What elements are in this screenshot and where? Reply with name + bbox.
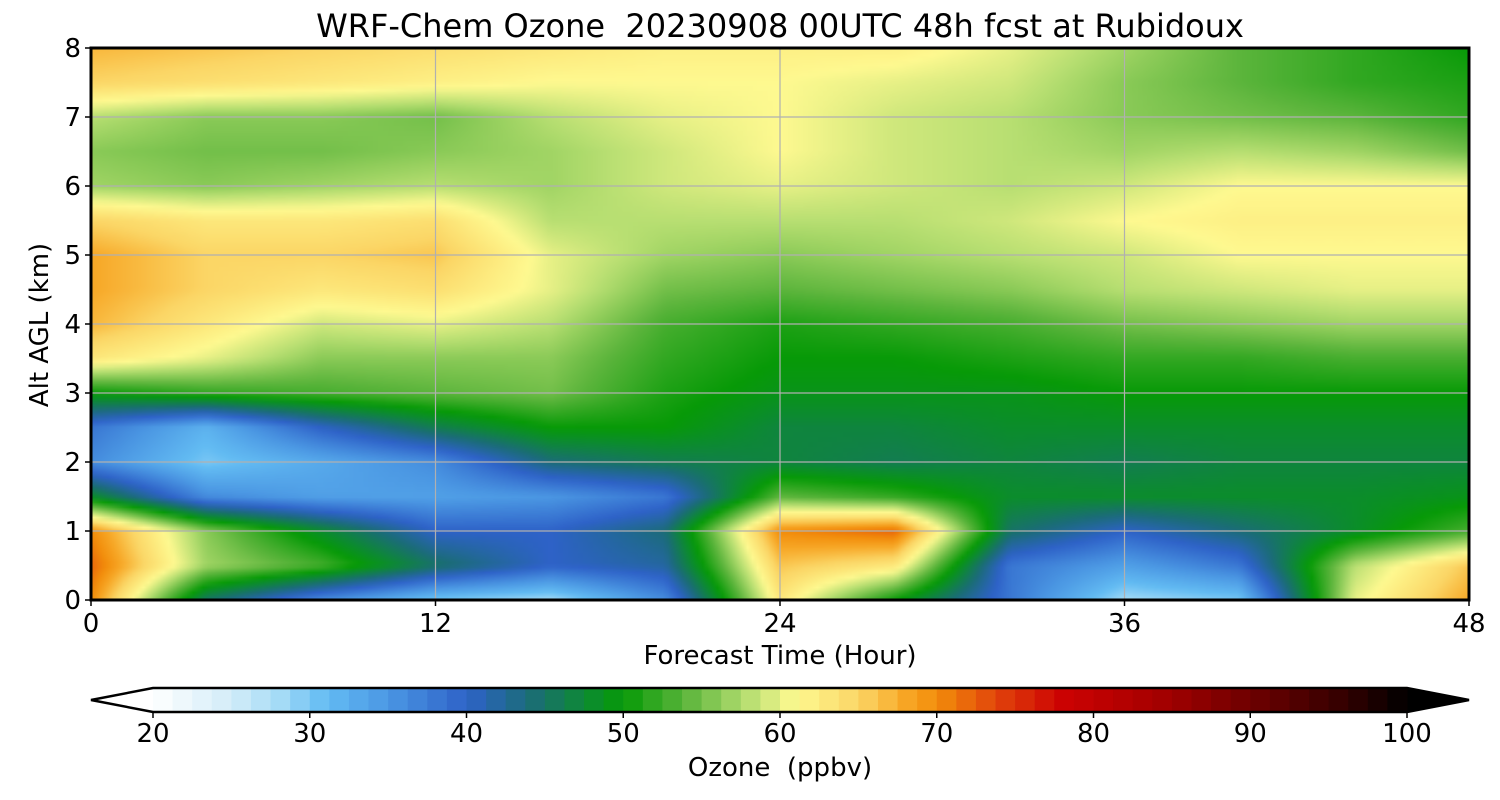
colorbar-segment — [525, 688, 545, 712]
y-tick-label: 4 — [64, 310, 81, 340]
y-tick-label: 8 — [64, 34, 81, 64]
colorbar-segment — [192, 688, 212, 712]
colorbar-segment — [427, 688, 447, 712]
chart-svg: 0 12 24 36 48 012345678 20 30 40 50 60 70 80 90 100 — [0, 0, 1500, 800]
colorbar-segment — [898, 688, 918, 712]
colorbar-segment — [1054, 688, 1074, 712]
colorbar-segment — [996, 688, 1016, 712]
x-tick-label: 12 — [419, 609, 452, 639]
colorbar-tick-label: 40 — [450, 719, 483, 749]
colorbar-segment — [1387, 688, 1407, 712]
y-tick-label: 3 — [64, 379, 81, 409]
x-tick-label: 48 — [1452, 609, 1485, 639]
colorbar-segment — [937, 688, 957, 712]
colorbar-segment — [1191, 688, 1211, 712]
colorbar-tick-label: 60 — [763, 719, 796, 749]
colorbar-segment — [1035, 688, 1055, 712]
colorbar-segment — [290, 688, 310, 712]
colorbar-segment — [662, 688, 682, 712]
colorbar-segment — [956, 688, 976, 712]
y-tick-label: 1 — [64, 517, 81, 547]
colorbar-tick-label: 50 — [607, 719, 640, 749]
colorbar-segment — [741, 688, 761, 712]
colorbar-segment — [780, 688, 800, 712]
y-tick-label: 6 — [64, 172, 81, 202]
colorbar-segment — [329, 688, 349, 712]
colorbar-segment — [271, 688, 291, 712]
x-axis: 0 12 24 36 48 — [83, 600, 1486, 639]
colorbar-segment — [564, 688, 584, 712]
colorbar-segment — [623, 688, 643, 712]
colorbar-segment — [408, 688, 428, 712]
y-axis: 0 1 2 3 4 5 6 7 8 — [64, 34, 91, 616]
colorbar-segment — [369, 688, 389, 712]
colorbar-segment — [1368, 688, 1388, 712]
colorbar-segment — [153, 688, 173, 712]
colorbar-segment — [1309, 688, 1329, 712]
colorbar-segment — [212, 688, 232, 712]
colorbar-segment — [604, 688, 624, 712]
colorbar-tick-label: 80 — [1077, 719, 1110, 749]
x-tick-label: 24 — [763, 609, 796, 639]
colorbar-segment — [682, 688, 702, 712]
colorbar-segment — [231, 688, 251, 712]
colorbar-segment — [173, 688, 193, 712]
colorbar-segment — [388, 688, 408, 712]
colorbar-label: Ozone (ppbv) — [90, 750, 1470, 786]
colorbar-segment — [584, 688, 604, 712]
colorbar-segment — [917, 688, 937, 712]
ozone-figure: WRF-Chem Ozone 20230908 00UTC 48h fcst a… — [0, 0, 1500, 800]
colorbar-max-extension — [1407, 688, 1469, 712]
x-tick-label: 36 — [1108, 609, 1141, 639]
colorbar-segment — [545, 688, 565, 712]
colorbar-tick-label: 90 — [1234, 719, 1267, 749]
colorbar-segment — [1231, 688, 1251, 712]
colorbar-segment — [251, 688, 271, 712]
colorbar-tick-label: 70 — [920, 719, 953, 749]
colorbar-tick-label: 100 — [1382, 719, 1432, 749]
colorbar-segment — [1172, 688, 1192, 712]
y-tick-label: 0 — [64, 586, 81, 616]
colorbar-segment — [760, 688, 780, 712]
colorbar-segment — [819, 688, 839, 712]
colorbar-segment — [721, 688, 741, 712]
colorbar-segment — [643, 688, 663, 712]
colorbar-segment — [447, 688, 467, 712]
colorbar-segment — [467, 688, 487, 712]
colorbar-segment — [1152, 688, 1172, 712]
colorbar-segment — [800, 688, 820, 712]
colorbar-segment — [1250, 688, 1270, 712]
x-axis-label: Forecast Time (Hour) — [90, 638, 1470, 674]
colorbar-min-extension — [91, 688, 153, 712]
colorbar-segment — [839, 688, 859, 712]
colorbar-segment — [1329, 688, 1349, 712]
colorbar-segment — [1133, 688, 1153, 712]
colorbar-segment — [506, 688, 526, 712]
colorbar-segment — [486, 688, 506, 712]
colorbar-segment — [1270, 688, 1290, 712]
colorbar-segment — [878, 688, 898, 712]
x-tick-label: 0 — [83, 609, 100, 639]
y-tick-label: 2 — [64, 448, 81, 478]
colorbar-tick-label: 20 — [136, 719, 169, 749]
y-tick-label: 5 — [64, 241, 81, 271]
colorbar-segment — [1211, 688, 1231, 712]
colorbar-segment — [349, 688, 369, 712]
colorbar-segment — [1015, 688, 1035, 712]
colorbar-segment — [1348, 688, 1368, 712]
colorbar-segment — [702, 688, 722, 712]
colorbar-segment — [976, 688, 996, 712]
colorbar-segment — [1094, 688, 1114, 712]
colorbar-tick-label: 30 — [293, 719, 326, 749]
y-axis-label: Alt AGL (km) — [22, 185, 58, 465]
colorbar: 20 30 40 50 60 70 80 90 100 — [91, 688, 1469, 749]
colorbar-segment — [310, 688, 330, 712]
colorbar-segment — [1074, 688, 1094, 712]
colorbar-segment — [1113, 688, 1133, 712]
colorbar-segment — [858, 688, 878, 712]
y-tick-label: 7 — [64, 103, 81, 133]
colorbar-segment — [1289, 688, 1309, 712]
